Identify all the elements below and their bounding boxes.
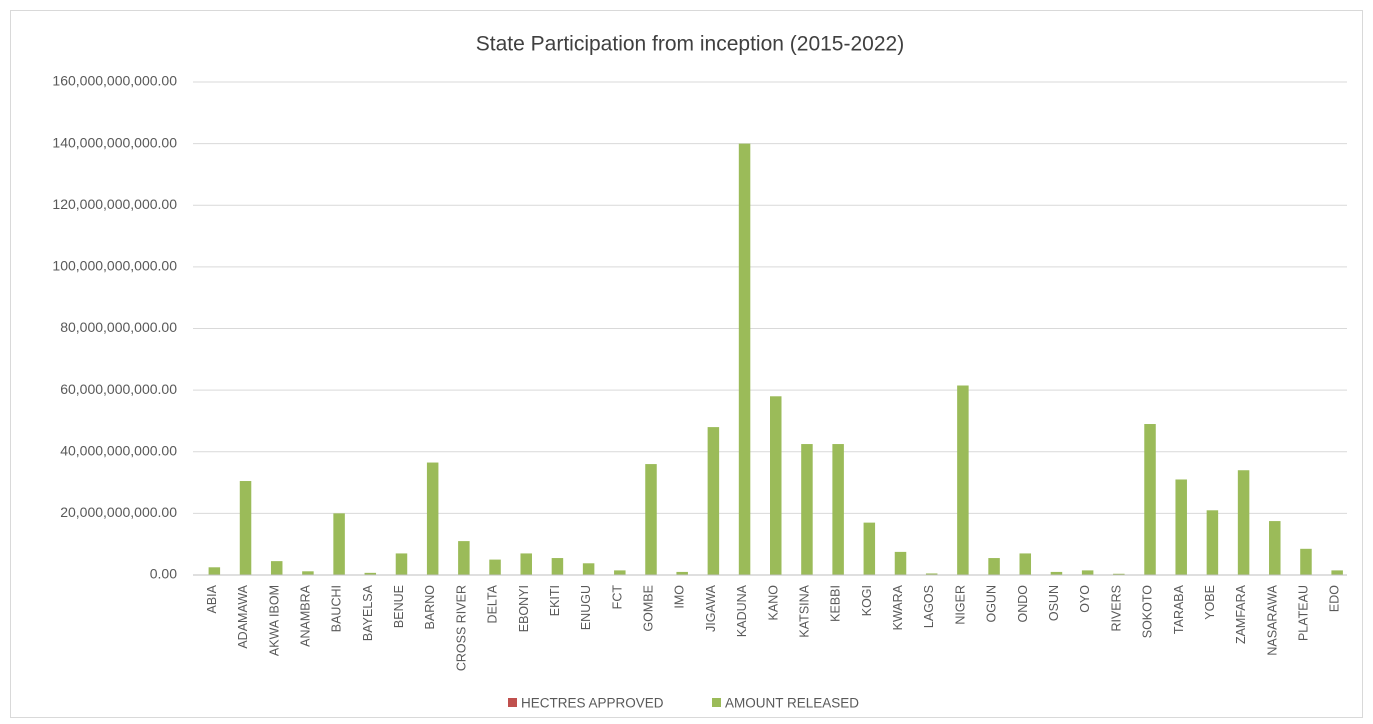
bar <box>1113 573 1125 575</box>
x-tick-label: OGUN <box>985 585 999 623</box>
bar <box>1206 510 1219 575</box>
bar <box>1050 571 1063 575</box>
bar <box>988 558 1000 575</box>
x-tick-label: YOBE <box>1203 585 1217 620</box>
bar <box>270 561 283 575</box>
x-tick-label: SOKOTO <box>1141 585 1155 639</box>
x-tick-label: ANAMBRA <box>298 584 312 646</box>
x-tick-label: RIVERS <box>1109 585 1123 632</box>
bar <box>551 558 564 575</box>
x-tick-label: KWARA <box>891 584 905 630</box>
x-tick-label: IMO <box>673 585 687 609</box>
x-tick-label: BARNO <box>423 585 437 630</box>
bar <box>302 571 314 575</box>
bar <box>925 573 938 575</box>
bar <box>1175 479 1187 575</box>
x-tick-label: FCT <box>610 585 624 610</box>
chart-border <box>10 10 1363 718</box>
bar <box>1237 470 1250 575</box>
x-tick-label: ADAMAWA <box>236 584 250 648</box>
legend-swatch <box>508 698 517 707</box>
bar <box>1081 570 1094 575</box>
x-tick-label: NIGER <box>953 585 967 625</box>
x-tick-label: BAUCHI <box>330 585 344 632</box>
x-tick-label: NASARAWA <box>1265 584 1279 655</box>
bar <box>458 541 470 575</box>
bar <box>426 462 439 575</box>
x-tick-label: ONDO <box>1016 585 1030 623</box>
x-tick-label: BENUE <box>392 585 406 628</box>
x-tick-label: AKWA IBOM <box>267 585 281 656</box>
bar <box>645 464 657 575</box>
bar <box>738 143 751 575</box>
bar <box>707 427 720 575</box>
x-tick-label: BAYELSA <box>361 584 375 641</box>
bar <box>239 481 252 575</box>
bar <box>333 513 345 575</box>
bar <box>1144 424 1156 575</box>
x-tick-label: KOGI <box>860 585 874 616</box>
x-tick-label: OYO <box>1078 585 1092 613</box>
bar <box>1269 521 1281 575</box>
y-tick-label: 40,000,000,000.00 <box>60 442 177 458</box>
chart-title: State Participation from inception (2015… <box>476 33 904 56</box>
x-tick-label: ABIA <box>205 584 219 613</box>
x-tick-label: EDO <box>1328 585 1342 612</box>
y-tick-label: 120,000,000,000.00 <box>52 196 177 212</box>
y-tick-label: 140,000,000,000.00 <box>52 134 177 150</box>
y-tick-label: 100,000,000,000.00 <box>52 258 177 274</box>
y-tick-label: 0.00 <box>150 566 177 582</box>
x-tick-label: KATSINA <box>797 584 811 637</box>
x-tick-label: CROSS RIVER <box>454 585 468 671</box>
bar <box>1019 553 1032 575</box>
x-tick-label: ZAMFARA <box>1234 584 1248 644</box>
x-tick-label: PLATEAU <box>1297 585 1311 641</box>
bar <box>489 559 501 575</box>
bar <box>520 553 532 575</box>
bar <box>801 444 813 575</box>
x-tick-label: OSUN <box>1047 585 1061 621</box>
bar <box>832 444 844 575</box>
x-tick-label: LAGOS <box>922 585 936 628</box>
legend-swatch <box>712 698 721 707</box>
y-tick-label: 20,000,000,000.00 <box>60 504 177 520</box>
y-tick-label: 80,000,000,000.00 <box>60 319 177 335</box>
bar <box>582 563 595 575</box>
legend-label: HECTRES APPROVED <box>521 696 664 711</box>
bar <box>770 396 782 575</box>
x-tick-label: TARABA <box>1172 584 1186 634</box>
x-tick-label: EBONYI <box>517 585 531 632</box>
y-tick-label: 60,000,000,000.00 <box>60 381 177 397</box>
x-tick-label: GOMBE <box>642 585 656 632</box>
x-tick-label: KADUNA <box>735 584 749 637</box>
bar <box>1331 570 1343 575</box>
bar <box>863 522 876 575</box>
x-tick-label: EKITI <box>548 585 562 616</box>
x-tick-label: ENUGU <box>579 585 593 630</box>
bar <box>614 570 626 575</box>
x-tick-label: DELTA <box>486 584 500 623</box>
bar <box>894 551 907 575</box>
x-tick-label: JIGAWA <box>704 584 718 632</box>
bar <box>208 567 221 575</box>
bar <box>364 572 377 575</box>
bar <box>676 571 688 575</box>
bar <box>395 553 408 575</box>
bar <box>1300 548 1312 575</box>
y-tick-label: 160,000,000,000.00 <box>52 73 177 89</box>
x-tick-label: KANO <box>766 585 780 621</box>
bar <box>957 385 969 575</box>
x-tick-label: KEBBI <box>829 585 843 622</box>
legend-label: AMOUNT RELEASED <box>725 696 859 711</box>
